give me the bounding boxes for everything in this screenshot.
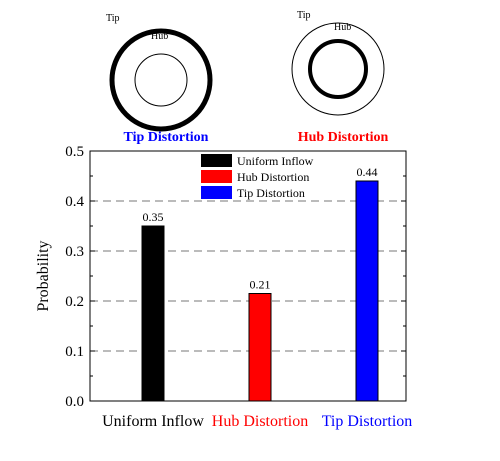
hub-diagram-tip-label: Tip — [297, 10, 311, 21]
legend-label: Uniform Inflow — [237, 154, 314, 168]
x-tick-label: Hub Distortion — [212, 413, 308, 430]
y-tick-label: 0.3 — [65, 244, 84, 260]
tip-diagram-outer-ring — [109, 28, 213, 132]
y-tick-label: 0.4 — [65, 194, 84, 210]
y-tick-label: 0.1 — [65, 344, 84, 360]
value-labels: 0.35 0.21 0.44 — [143, 165, 378, 292]
tip-distortion-diagram: Tip Hub Tip Distortion — [106, 13, 213, 145]
bars — [141, 180, 379, 402]
x-axis-tick-labels: Uniform Inflow Hub Distortion Tip Distorti… — [102, 413, 412, 430]
tip-diagram-inner-ring — [134, 53, 188, 107]
y-tick-label: 0.5 — [65, 144, 84, 160]
hub-distortion-diagram: Tip Hub Hub Distortion — [291, 10, 389, 145]
tip-diagram-hub-label: Hub — [151, 31, 168, 42]
legend-swatch — [201, 186, 232, 199]
hub-diagram-caption: Hub Distortion — [298, 130, 389, 145]
hub-diagram-inner-ring — [308, 39, 368, 99]
bar-value-label: 0.44 — [357, 165, 378, 179]
y-axis-tick-labels: 0.0 0.1 0.2 0.3 0.4 0.5 — [65, 144, 84, 410]
bar — [355, 180, 379, 402]
bar-value-label: 0.35 — [143, 210, 164, 224]
bar-value-label: 0.21 — [250, 278, 271, 292]
legend-label: Hub Distortion — [237, 170, 309, 184]
y-tick-label: 0.0 — [65, 394, 84, 410]
legend-swatch — [201, 154, 232, 167]
hub-diagram-outer-ring — [291, 22, 385, 116]
y-tick-label: 0.2 — [65, 294, 84, 310]
legend-label: Tip Distortion — [237, 186, 305, 200]
hub-diagram-hub-label: Hub — [334, 22, 351, 33]
tip-diagram-caption: Tip Distortion — [124, 130, 209, 145]
legend-swatch — [201, 170, 232, 183]
y-axis-ticks — [90, 150, 406, 402]
x-tick-label: Tip Distortion — [322, 413, 413, 430]
bar — [141, 225, 165, 402]
bar — [248, 293, 272, 402]
probability-bar-chart: 0.35 0.21 0.44 0.0 0.1 0.2 0.3 0.4 0.5 Uniform … — [35, 144, 412, 430]
legend: Uniform Inflow Hub Distortion Tip Distorti… — [201, 154, 314, 200]
tip-diagram-tip-label: Tip — [106, 13, 120, 24]
x-tick-label: Uniform Inflow — [102, 413, 204, 430]
y-axis-label: Probability — [35, 240, 52, 311]
